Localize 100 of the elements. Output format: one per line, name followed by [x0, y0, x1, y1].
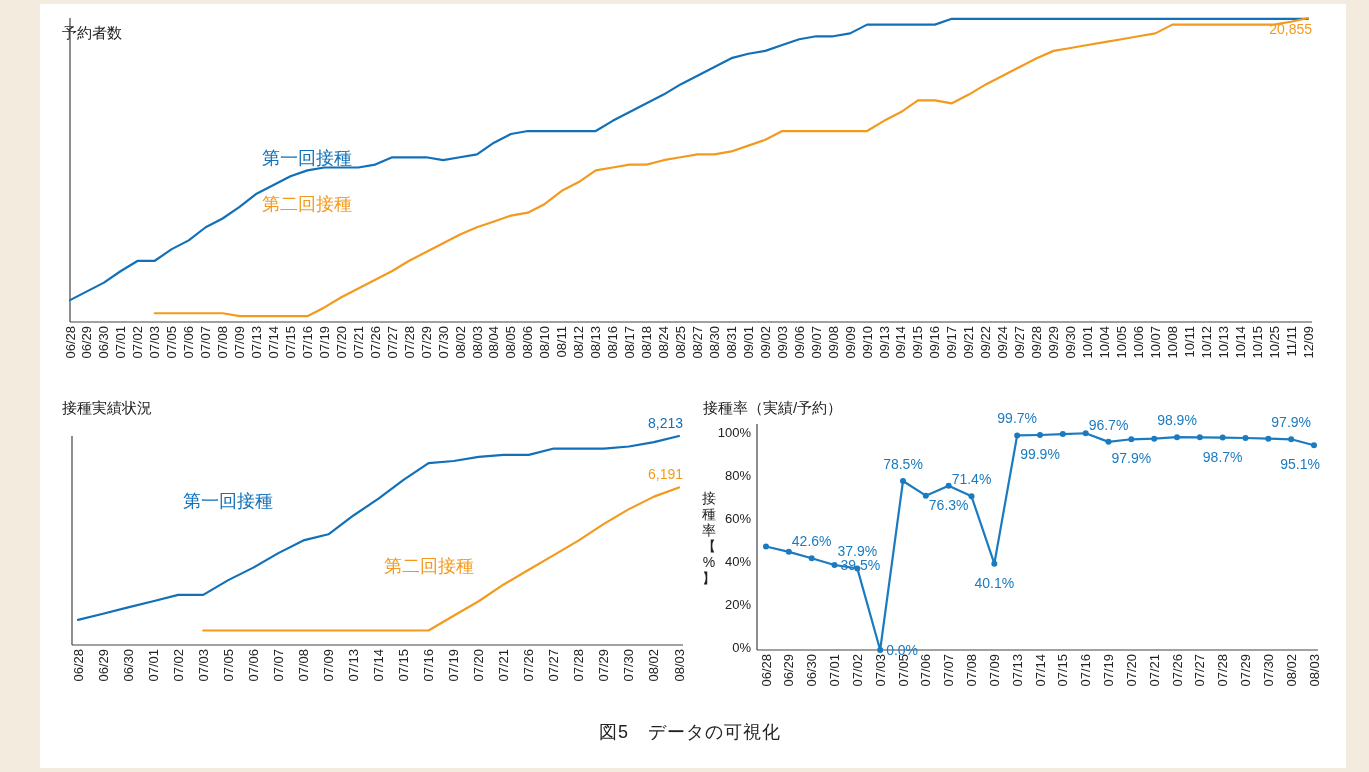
x-tick-label: 07/08 — [295, 649, 311, 682]
data-label: 76.3% — [928, 496, 969, 513]
x-tick-label: 07/06 — [918, 654, 934, 687]
point — [1014, 432, 1021, 439]
x-tick-label: 07/28 — [1215, 654, 1231, 687]
x-tick-label: 08/30 — [706, 326, 722, 359]
data-label: 20,855 — [1269, 21, 1313, 37]
x-tick-label: 07/28 — [571, 649, 587, 682]
x-tick-label: 07/19 — [316, 326, 332, 359]
x-tick-label: 07/02 — [849, 654, 865, 687]
x-tick-label: 07/30 — [1260, 654, 1276, 687]
x-tick-label: 07/06 — [181, 326, 197, 359]
x-tick-label: 09/06 — [791, 326, 807, 359]
series-label: 第一回接種 — [262, 147, 353, 168]
x-tick-label: 07/02 — [130, 326, 146, 359]
x-tick-label: 08/03 — [1306, 654, 1322, 687]
x-tick-label: 07/01 — [827, 654, 842, 687]
point — [900, 478, 906, 485]
x-tick-label: 10/25 — [1266, 326, 1282, 359]
data-label: 99.7% — [997, 410, 1038, 427]
x-tick-label: 07/03 — [872, 654, 888, 687]
x-tick-label: 10/15 — [1249, 326, 1265, 359]
data-label: 8,213 — [647, 415, 684, 431]
y-axis-title: 接種率【%】 — [702, 490, 716, 586]
x-tick-label: 08/10 — [537, 326, 553, 359]
x-tick-label: 07/07 — [198, 326, 214, 359]
x-tick-label: 08/16 — [605, 326, 621, 359]
chart-title: 接種率（実績/予約） — [703, 399, 843, 416]
x-tick-label: 07/16 — [421, 649, 437, 682]
data-label: 6,191 — [647, 466, 684, 483]
x-tick-label: 07/05 — [164, 326, 180, 359]
x-tick-label: 09/09 — [842, 326, 858, 359]
x-tick-label: 09/16 — [927, 326, 943, 359]
x-tick-label: 07/29 — [1238, 654, 1253, 687]
x-tick-label: 07/27 — [546, 649, 562, 682]
x-tick-label: 07/06 — [245, 649, 261, 682]
x-tick-label: 07/21 — [350, 326, 366, 359]
point — [1151, 435, 1158, 442]
data-label: 97.9% — [1111, 450, 1152, 467]
x-tick-label: 07/15 — [282, 326, 298, 359]
x-tick-label: 06/28 — [62, 326, 78, 359]
point — [877, 647, 884, 653]
x-tick-label: 07/27 — [384, 326, 400, 359]
point — [1242, 434, 1249, 441]
y-tick-label: 20% — [724, 596, 752, 612]
x-tick-label: 07/01 — [145, 649, 161, 682]
x-tick-label: 08/18 — [639, 326, 655, 359]
point — [1174, 434, 1180, 441]
y-tick-label: 0% — [732, 639, 752, 655]
x-tick-label: 09/30 — [1063, 326, 1079, 359]
x-tick-label: 09/15 — [910, 326, 926, 359]
x-tick-label: 07/16 — [299, 326, 315, 359]
x-tick-label: 06/29 — [79, 326, 95, 359]
x-tick-label: 09/27 — [1012, 326, 1028, 359]
x-tick-label: 07/13 — [249, 326, 265, 359]
x-tick-label: 10/08 — [1164, 326, 1180, 359]
x-tick-label: 07/20 — [471, 649, 487, 682]
x-tick-label: 09/03 — [774, 326, 790, 359]
x-tick-label: 06/30 — [804, 654, 820, 687]
point — [991, 560, 998, 567]
x-tick-label: 08/12 — [571, 326, 587, 359]
x-tick-label: 07/30 — [435, 326, 451, 359]
x-tick-label: 08/25 — [673, 326, 689, 359]
point — [831, 561, 838, 568]
x-tick-label: 08/03 — [671, 649, 687, 682]
text: 第一回接種 — [183, 491, 274, 512]
data-label: 71.4% — [951, 471, 992, 488]
x-tick-label: 07/15 — [396, 649, 412, 682]
x-tick-label: 09/24 — [995, 326, 1011, 359]
x-tick-label: 07/07 — [270, 649, 286, 682]
point — [1037, 431, 1043, 438]
series-label: 第二回接種 — [383, 555, 474, 576]
point — [945, 482, 952, 489]
x-tick-label: 06/29 — [95, 649, 111, 682]
x-tick-label: 10/05 — [1113, 326, 1129, 359]
data-label: 96.7% — [1088, 416, 1129, 433]
x-tick-label: 09/02 — [757, 326, 773, 359]
point — [1105, 438, 1112, 445]
x-tick-label: 06/30 — [96, 326, 112, 359]
x-tick-label: 07/03 — [147, 326, 163, 359]
x-tick-label: 07/29 — [418, 326, 434, 359]
x-tick-label: 07/09 — [232, 326, 248, 359]
x-tick-label: 09/28 — [1029, 326, 1045, 359]
x-tick-label: 07/21 — [496, 649, 512, 682]
data-label: 97.9% — [1271, 414, 1312, 431]
x-tick-label: 07/14 — [1032, 654, 1048, 687]
chart-title: 予約者数 — [62, 24, 122, 41]
data-label: 98.9% — [1157, 412, 1197, 429]
x-tick-label: 07/09 — [986, 654, 1002, 687]
x-tick-label: 07/01 — [113, 326, 129, 359]
x-tick-label: 10/04 — [1096, 326, 1112, 359]
point — [1288, 436, 1295, 443]
data-label: 42.6% — [791, 533, 832, 550]
x-tick-label: 09/07 — [808, 326, 824, 359]
x-tick-label: 10/07 — [1147, 326, 1163, 359]
x-tick-label: 07/19 — [1101, 654, 1116, 687]
x-tick-label: 08/03 — [469, 326, 485, 359]
x-tick-label: 07/05 — [220, 649, 236, 682]
x-tick-label: 08/24 — [656, 326, 672, 359]
x-tick-label: 09/13 — [876, 326, 892, 359]
